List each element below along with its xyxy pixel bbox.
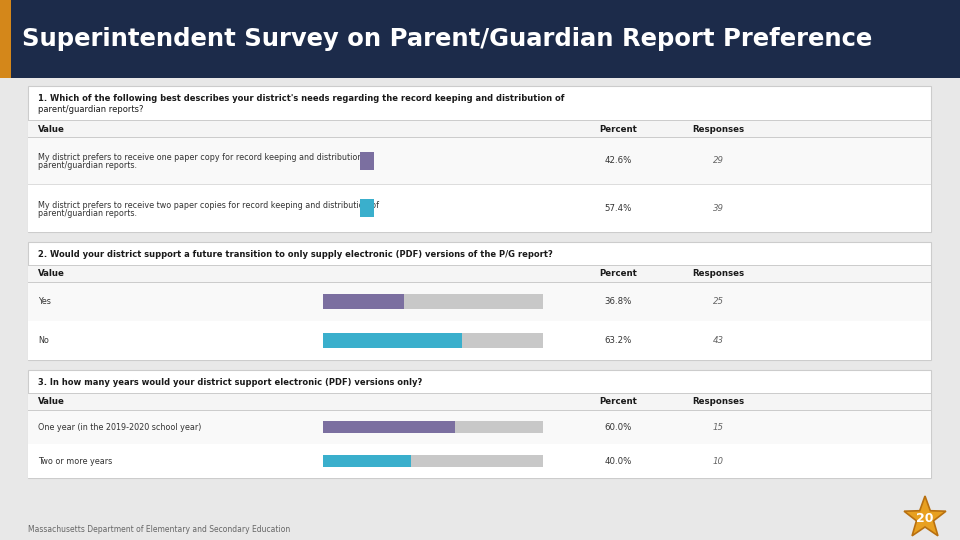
Text: parent/guardian reports.: parent/guardian reports. bbox=[38, 209, 137, 218]
Text: 63.2%: 63.2% bbox=[604, 336, 632, 345]
Text: 2. Would your district support a future transition to only supply electronic (PD: 2. Would your district support a future … bbox=[38, 250, 553, 259]
Bar bbox=[323, 421, 543, 434]
Bar bbox=[360, 152, 374, 170]
Text: Percent: Percent bbox=[599, 125, 636, 133]
Text: Responses: Responses bbox=[692, 125, 744, 133]
Text: 25: 25 bbox=[712, 297, 724, 306]
Bar bbox=[28, 321, 931, 360]
Text: 39: 39 bbox=[712, 204, 724, 213]
Text: Responses: Responses bbox=[692, 269, 744, 279]
Text: 60.0%: 60.0% bbox=[604, 422, 632, 431]
Text: 29: 29 bbox=[712, 156, 724, 165]
Bar bbox=[0, 0, 960, 78]
Bar bbox=[28, 137, 931, 138]
Bar bbox=[28, 393, 931, 394]
Text: Responses: Responses bbox=[692, 397, 744, 407]
Bar bbox=[28, 282, 931, 321]
Bar bbox=[28, 265, 931, 266]
Text: parent/guardian reports.: parent/guardian reports. bbox=[38, 161, 137, 170]
Text: Percent: Percent bbox=[599, 269, 636, 279]
Bar bbox=[323, 455, 411, 468]
Text: 42.6%: 42.6% bbox=[604, 156, 632, 165]
Text: No: No bbox=[38, 336, 49, 345]
Bar bbox=[323, 333, 462, 348]
Bar bbox=[28, 266, 931, 282]
Text: Value: Value bbox=[38, 269, 65, 279]
Text: Superintendent Survey on Parent/Guardian Report Preference: Superintendent Survey on Parent/Guardian… bbox=[22, 27, 873, 51]
Bar bbox=[28, 86, 931, 232]
Bar bbox=[0, 0, 11, 78]
Text: 3. In how many years would your district support electronic (PDF) versions only?: 3. In how many years would your district… bbox=[38, 378, 422, 387]
Text: Value: Value bbox=[38, 397, 65, 407]
Bar bbox=[323, 294, 404, 309]
Text: Two or more years: Two or more years bbox=[38, 456, 112, 465]
Bar bbox=[28, 410, 931, 444]
Bar bbox=[323, 294, 543, 309]
Bar bbox=[360, 199, 374, 217]
Text: 15: 15 bbox=[712, 422, 724, 431]
Text: 20: 20 bbox=[916, 512, 934, 525]
Text: 36.8%: 36.8% bbox=[604, 297, 632, 306]
Text: 40.0%: 40.0% bbox=[604, 456, 632, 465]
Bar bbox=[28, 444, 931, 478]
Text: Yes: Yes bbox=[38, 297, 51, 306]
Polygon shape bbox=[904, 496, 946, 536]
Text: 43: 43 bbox=[712, 336, 724, 345]
Bar bbox=[323, 333, 543, 348]
Text: 10: 10 bbox=[712, 456, 724, 465]
Text: 57.4%: 57.4% bbox=[604, 204, 632, 213]
Bar bbox=[28, 394, 931, 410]
Text: My district prefers to receive one paper copy for record keeping and distributio: My district prefers to receive one paper… bbox=[38, 153, 372, 162]
Bar bbox=[28, 137, 931, 185]
Text: parent/guardian reports?: parent/guardian reports? bbox=[38, 105, 143, 114]
Bar bbox=[323, 455, 543, 468]
Text: My district prefers to receive two paper copies for record keeping and distribut: My district prefers to receive two paper… bbox=[38, 201, 379, 210]
Bar bbox=[323, 421, 455, 434]
Text: Massachusetts Department of Elementary and Secondary Education: Massachusetts Department of Elementary a… bbox=[28, 525, 290, 534]
Bar bbox=[28, 121, 931, 137]
Text: Value: Value bbox=[38, 125, 65, 133]
Text: Percent: Percent bbox=[599, 397, 636, 407]
Text: 1. Which of the following best describes your district's needs regarding the rec: 1. Which of the following best describes… bbox=[38, 94, 564, 103]
Bar bbox=[28, 242, 931, 360]
Bar bbox=[28, 185, 931, 232]
Bar bbox=[28, 370, 931, 478]
Text: One year (in the 2019-2020 school year): One year (in the 2019-2020 school year) bbox=[38, 422, 202, 431]
